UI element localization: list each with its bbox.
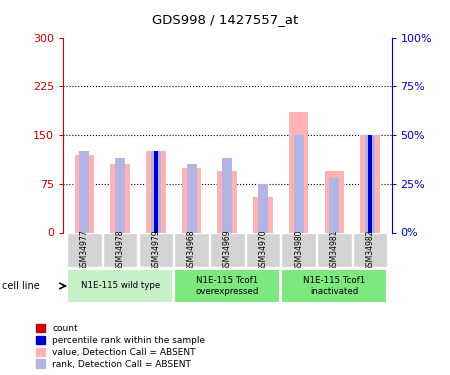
- FancyBboxPatch shape: [174, 269, 280, 303]
- Bar: [289, 112, 309, 232]
- Bar: [365, 135, 375, 232]
- Bar: [368, 135, 372, 232]
- Bar: [253, 197, 273, 232]
- Text: GSM34982: GSM34982: [365, 230, 374, 271]
- Bar: [75, 154, 94, 232]
- Text: GSM34969: GSM34969: [223, 230, 232, 271]
- Bar: [222, 158, 232, 232]
- FancyBboxPatch shape: [353, 233, 387, 267]
- Text: GSM34978: GSM34978: [116, 230, 125, 271]
- Text: GSM34968: GSM34968: [187, 230, 196, 271]
- FancyBboxPatch shape: [103, 233, 137, 267]
- Text: N1E-115 Tcof1
overexpressed: N1E-115 Tcof1 overexpressed: [196, 276, 259, 296]
- Text: GDS998 / 1427557_at: GDS998 / 1427557_at: [152, 13, 298, 26]
- FancyBboxPatch shape: [281, 233, 316, 267]
- FancyBboxPatch shape: [174, 233, 209, 267]
- Bar: [153, 151, 159, 232]
- Bar: [151, 151, 161, 232]
- FancyBboxPatch shape: [210, 233, 244, 267]
- FancyBboxPatch shape: [246, 233, 280, 267]
- Bar: [187, 164, 197, 232]
- Bar: [79, 151, 90, 232]
- Bar: [146, 151, 166, 232]
- Text: N1E-115 Tcof1
inactivated: N1E-115 Tcof1 inactivated: [303, 276, 365, 296]
- FancyBboxPatch shape: [67, 269, 173, 303]
- Text: GSM34977: GSM34977: [80, 230, 89, 271]
- Bar: [367, 135, 374, 232]
- Bar: [154, 151, 157, 232]
- Bar: [258, 184, 268, 232]
- Bar: [217, 171, 237, 232]
- Bar: [115, 158, 125, 232]
- FancyBboxPatch shape: [281, 269, 387, 303]
- FancyBboxPatch shape: [139, 233, 173, 267]
- Text: GSM34970: GSM34970: [258, 230, 267, 271]
- Bar: [182, 168, 201, 232]
- Text: cell line: cell line: [2, 281, 40, 291]
- Bar: [294, 135, 304, 232]
- Bar: [329, 178, 339, 232]
- FancyBboxPatch shape: [317, 233, 352, 267]
- Bar: [324, 171, 344, 232]
- Bar: [110, 164, 130, 232]
- FancyBboxPatch shape: [67, 233, 102, 267]
- Bar: [360, 135, 380, 232]
- Legend: count, percentile rank within the sample, value, Detection Call = ABSENT, rank, : count, percentile rank within the sample…: [36, 324, 205, 369]
- Text: GSM34979: GSM34979: [151, 230, 160, 271]
- Text: N1E-115 wild type: N1E-115 wild type: [81, 281, 160, 290]
- Text: GSM34980: GSM34980: [294, 230, 303, 271]
- Text: GSM34981: GSM34981: [330, 230, 339, 271]
